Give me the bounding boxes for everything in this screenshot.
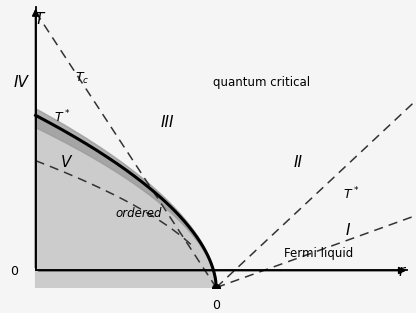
Text: $0$: $0$	[10, 265, 19, 279]
Text: III: III	[160, 115, 174, 130]
Text: $T^*$: $T^*$	[344, 185, 360, 202]
Text: $T$: $T$	[34, 11, 46, 27]
Text: $T_c$: $T_c$	[74, 71, 89, 86]
Text: II: II	[294, 155, 303, 170]
Text: ordered: ordered	[115, 207, 161, 220]
Text: V: V	[61, 155, 72, 170]
Text: $T^*$: $T^*$	[54, 108, 70, 125]
Text: Fermi liquid: Fermi liquid	[284, 247, 354, 260]
Text: I: I	[345, 223, 350, 238]
Polygon shape	[36, 115, 216, 288]
Text: $r$: $r$	[398, 264, 407, 280]
Text: $0$: $0$	[212, 299, 221, 312]
Text: IV: IV	[14, 75, 29, 90]
Text: quantum critical: quantum critical	[213, 76, 310, 89]
